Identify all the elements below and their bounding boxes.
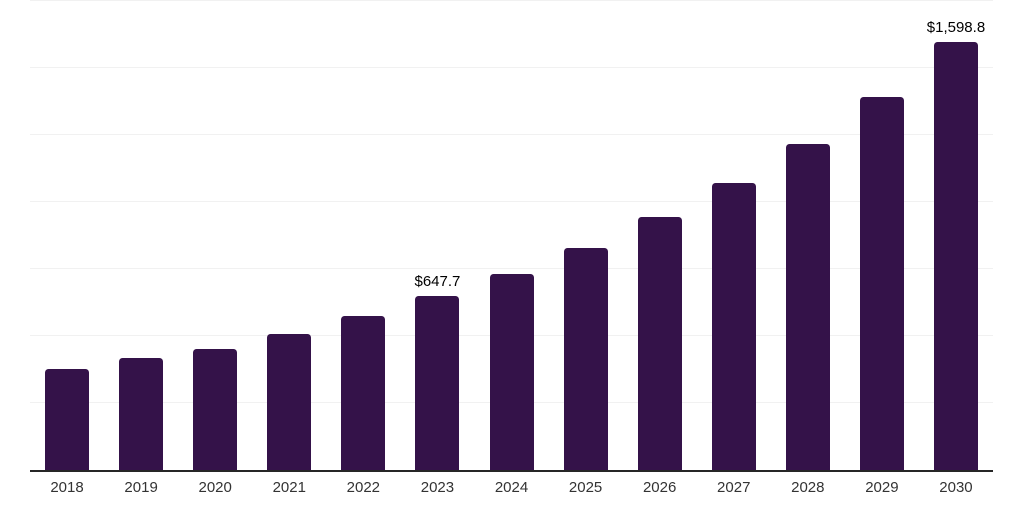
x-axis-tick-label: 2024 (494, 479, 529, 496)
bar-column (178, 1, 252, 470)
x-axis-tick-labels: 2018 2019 2020 2021 2022 2023 2024 2025 … (30, 479, 993, 496)
x-axis-tick-label: 2025 (568, 479, 603, 496)
bar-column (326, 1, 400, 470)
bar-column: $1,598.8 (919, 1, 993, 470)
x-axis-tick-label: 2018 (50, 479, 84, 496)
bar (193, 348, 238, 470)
bar-value-label: $647.7 (414, 273, 461, 291)
bar-column (474, 1, 548, 470)
bar (267, 334, 312, 470)
bar-column: $647.7 (400, 1, 474, 470)
x-axis-tick-label: 2020 (198, 479, 232, 496)
x-axis-line (30, 470, 993, 472)
bar-column (697, 1, 771, 470)
bar (489, 273, 534, 470)
bar-value-label: $1,598.8 (926, 18, 986, 36)
bar-column (104, 1, 178, 470)
bar (415, 296, 460, 470)
bar-column (845, 1, 919, 470)
bar (785, 143, 830, 470)
gridline (30, 0, 993, 1)
bar (341, 316, 386, 470)
x-axis-tick-label: 2022 (346, 479, 381, 496)
gridline (30, 67, 993, 68)
x-axis-tick-label: 2019 (124, 479, 158, 496)
x-axis-tick-label: 2029 (865, 479, 899, 496)
x-axis-tick-label: 2023 (420, 479, 455, 496)
bar-column (623, 1, 697, 470)
bar (45, 368, 90, 470)
bar (637, 217, 682, 470)
bar-column (771, 1, 845, 470)
bar-column (252, 1, 326, 470)
x-axis-tick-label: 2026 (642, 479, 677, 496)
x-axis-tick-label: 2021 (272, 479, 306, 496)
bar (859, 96, 904, 470)
x-axis-tick-label: 2027 (717, 479, 751, 496)
gridline (30, 134, 993, 135)
bar-column (549, 1, 623, 470)
bar (119, 358, 164, 470)
bar-column (30, 1, 104, 470)
plot-area: $647.7 $1,598.8 (30, 0, 993, 470)
gridline (30, 201, 993, 202)
x-axis-tick-label: 2030 (939, 479, 973, 496)
bar (711, 182, 756, 470)
bar (563, 247, 608, 470)
bar-columns: $647.7 $1,598.8 (30, 1, 993, 470)
x-axis-tick-label: 2028 (791, 479, 825, 496)
gridline (30, 268, 993, 269)
bar (933, 41, 978, 470)
